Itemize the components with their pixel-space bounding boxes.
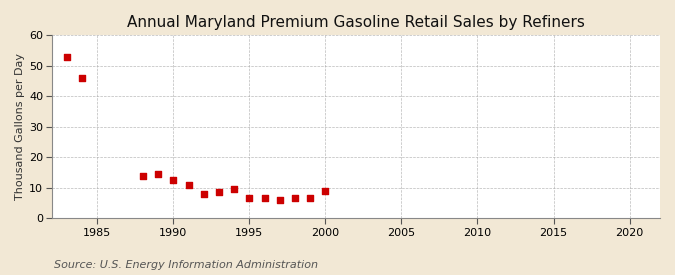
Point	[305, 196, 316, 201]
Text: Source: U.S. Energy Information Administration: Source: U.S. Energy Information Administ…	[54, 260, 318, 270]
Point	[213, 190, 224, 194]
Point	[244, 196, 254, 201]
Point	[274, 198, 285, 202]
Point	[138, 174, 148, 178]
Point	[61, 54, 72, 59]
Point	[229, 187, 240, 191]
Point	[259, 196, 270, 201]
Point	[290, 196, 300, 201]
Point	[320, 189, 331, 193]
Point	[153, 172, 163, 176]
Y-axis label: Thousand Gallons per Day: Thousand Gallons per Day	[15, 53, 25, 200]
Point	[183, 183, 194, 187]
Title: Annual Maryland Premium Gasoline Retail Sales by Refiners: Annual Maryland Premium Gasoline Retail …	[127, 15, 585, 30]
Point	[198, 192, 209, 196]
Point	[168, 178, 179, 182]
Point	[77, 76, 88, 80]
